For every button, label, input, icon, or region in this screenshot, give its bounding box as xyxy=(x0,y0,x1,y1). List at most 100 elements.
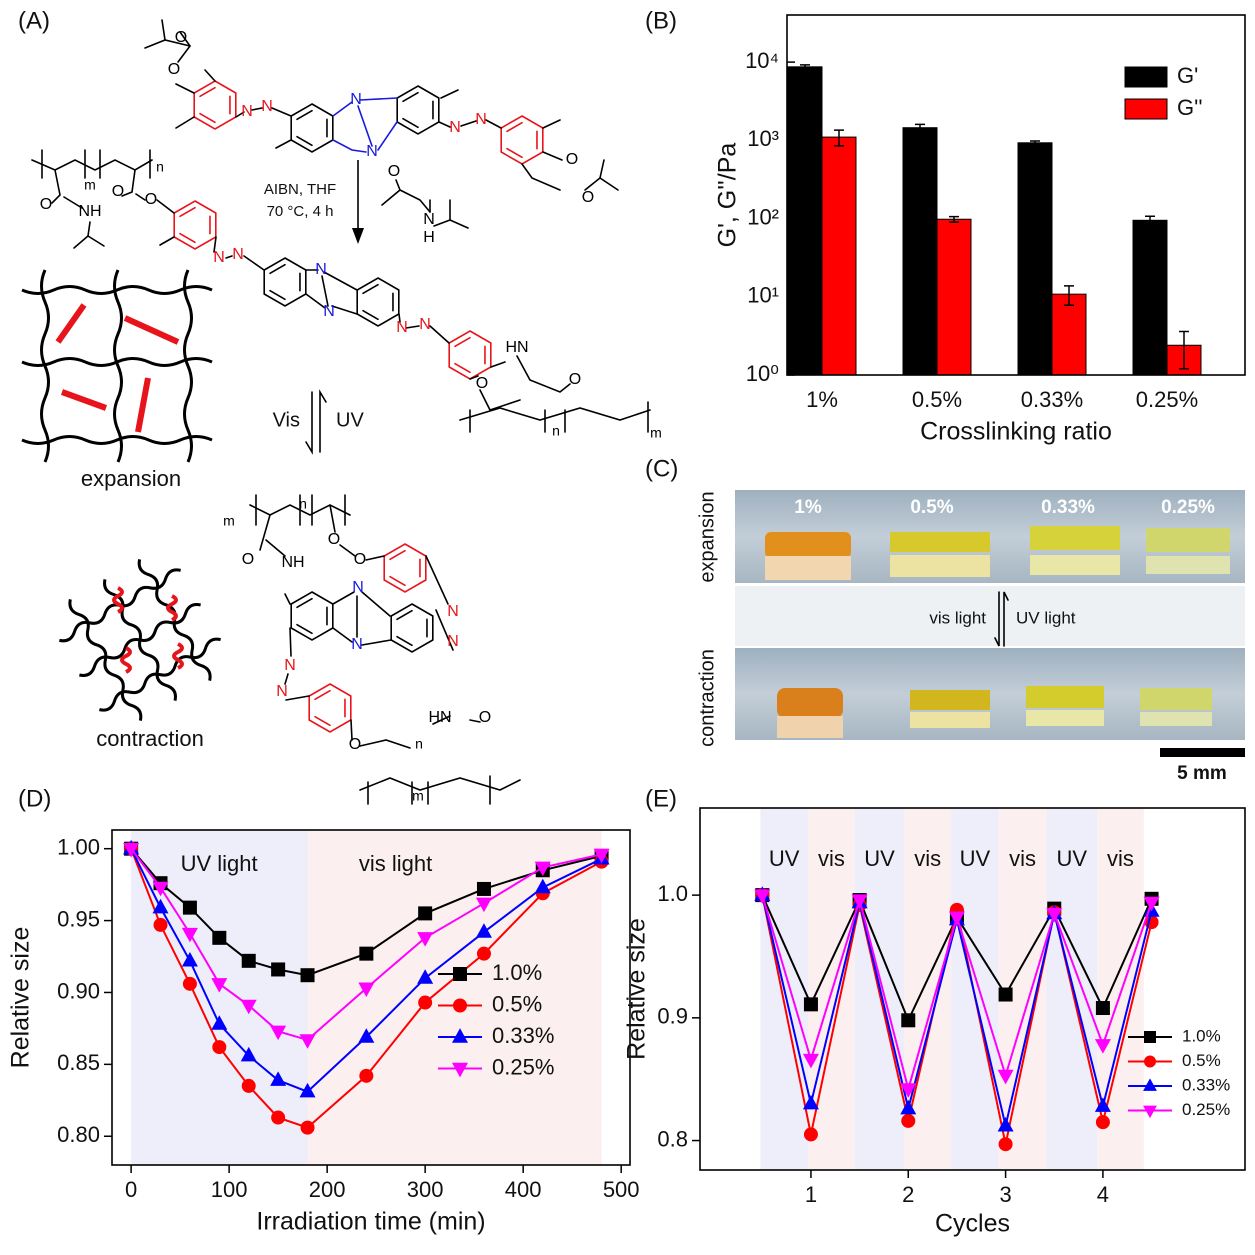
bond xyxy=(265,539,286,557)
marker xyxy=(453,967,467,981)
bond xyxy=(73,221,91,249)
bond xyxy=(321,275,329,307)
marker xyxy=(476,946,491,961)
atom-label: n xyxy=(299,496,307,512)
x-tick-label: 1% xyxy=(806,387,838,412)
bond xyxy=(332,591,355,605)
band-label: vis light xyxy=(359,851,432,876)
band-label: UV xyxy=(960,846,991,871)
marker xyxy=(901,1113,916,1128)
marker xyxy=(418,906,433,921)
marker xyxy=(948,911,965,927)
marker xyxy=(1046,907,1063,923)
bond xyxy=(175,83,195,94)
bond xyxy=(469,375,479,380)
bond xyxy=(398,313,401,323)
bar xyxy=(1051,293,1087,376)
atom-label: n xyxy=(552,423,560,439)
x-axis-label: Irradiation time (min) xyxy=(256,1208,485,1236)
atom-label: m xyxy=(650,425,662,441)
marker xyxy=(271,962,286,977)
error-bar xyxy=(1064,285,1074,306)
backward-label: UV light xyxy=(1016,608,1076,627)
marker xyxy=(997,1069,1014,1085)
marker xyxy=(212,930,227,945)
ring xyxy=(390,603,434,653)
bond xyxy=(31,159,153,171)
legend-swatch xyxy=(1124,66,1168,88)
ring-double-bond xyxy=(314,689,331,701)
x-tick-label: 0 xyxy=(125,1177,137,1202)
ring-double-bond xyxy=(269,289,286,301)
x-tick-label: 2 xyxy=(902,1182,914,1207)
chain xyxy=(113,269,123,463)
marker xyxy=(240,1046,257,1062)
x-tick-label: 400 xyxy=(505,1177,542,1202)
atom-label: H xyxy=(423,229,435,246)
bond xyxy=(285,695,310,701)
bond xyxy=(339,544,356,557)
bond xyxy=(361,591,391,617)
sample-label: 0.25% xyxy=(1161,497,1215,518)
bond xyxy=(485,119,502,129)
bond xyxy=(235,111,245,118)
marker xyxy=(802,1094,819,1110)
atom-label: N xyxy=(276,683,288,700)
legend-label: 0.25% xyxy=(1182,1100,1230,1119)
marker xyxy=(1095,1001,1110,1016)
marker xyxy=(534,878,551,894)
marker xyxy=(417,932,434,947)
backward-label: UV xyxy=(336,409,364,431)
ring-double-bond xyxy=(389,549,406,561)
photo-gap xyxy=(735,586,1245,646)
marker xyxy=(240,999,257,1015)
y-tick-label: 0.95 xyxy=(57,906,100,931)
y-tick-label: 0.85 xyxy=(57,1050,100,1075)
crosslinker xyxy=(172,642,184,670)
marker xyxy=(476,881,491,896)
marker xyxy=(299,1082,316,1098)
sample-label: 0.33% xyxy=(1041,497,1095,518)
ring-double-bond xyxy=(296,623,313,635)
atom-label: N xyxy=(213,249,225,266)
ring-double-bond xyxy=(506,147,523,159)
band-label: vis xyxy=(818,846,845,871)
bond xyxy=(584,177,619,191)
marker xyxy=(359,946,374,961)
scale-label: 5 mm xyxy=(1177,763,1227,784)
y-tick-label: 10¹ xyxy=(747,283,779,308)
bond xyxy=(332,139,367,153)
marker xyxy=(153,917,168,932)
atom-label: N xyxy=(350,91,362,108)
band-label: UV xyxy=(864,846,895,871)
marker xyxy=(453,998,467,1013)
bond xyxy=(243,255,265,271)
panel-label: (E) xyxy=(645,785,677,812)
series-line xyxy=(130,848,603,1093)
atom-label: N xyxy=(232,246,244,263)
ring-double-bond xyxy=(454,336,471,348)
reagent: 70 °C, 4 h xyxy=(267,203,334,220)
x-tick-label: 4 xyxy=(1097,1182,1109,1207)
x-tick-label: 0.5% xyxy=(912,387,962,412)
y-tick-label: 10³ xyxy=(747,126,779,151)
bond xyxy=(516,355,571,393)
atom-label: N xyxy=(423,211,435,228)
ring-double-bond xyxy=(199,86,216,98)
marker xyxy=(300,1120,315,1135)
y-axis-label: Relative size xyxy=(623,918,651,1060)
samples xyxy=(765,526,1230,738)
atom-label: N xyxy=(366,143,378,160)
bond xyxy=(599,159,605,179)
atom-label: N xyxy=(447,633,459,650)
atom-label: O xyxy=(349,736,361,753)
marker xyxy=(1143,1105,1157,1119)
legend-label: 1.0% xyxy=(492,960,542,985)
bond xyxy=(361,639,392,646)
ring-double-bond xyxy=(179,206,196,218)
atom-label: O xyxy=(479,709,491,726)
bond xyxy=(51,169,61,204)
reagent: AIBN, THF xyxy=(264,181,336,198)
crosslinker xyxy=(55,303,87,344)
